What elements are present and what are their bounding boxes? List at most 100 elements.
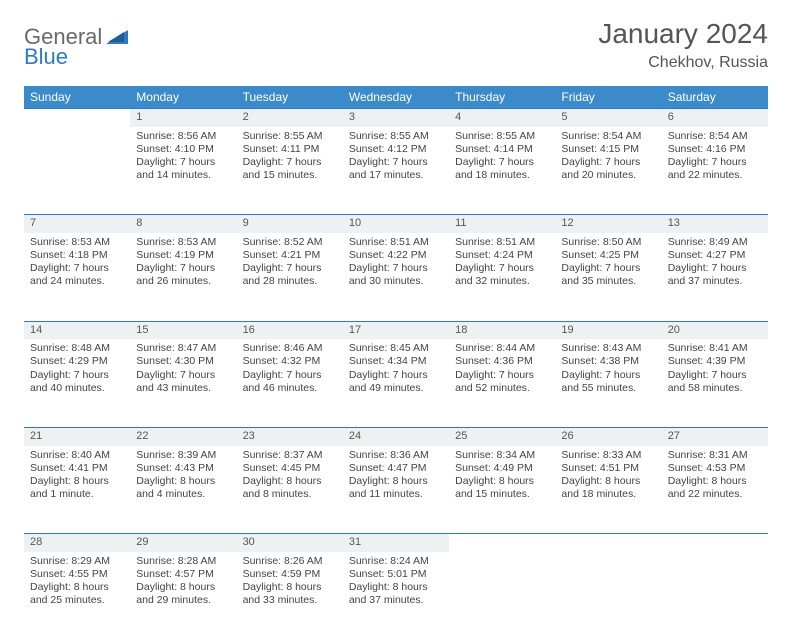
day-cell: Sunrise: 8:49 AMSunset: 4:27 PMDaylight:…: [662, 233, 768, 321]
day-cell-line: Sunset: 4:29 PM: [30, 355, 124, 368]
day-cell: Sunrise: 8:48 AMSunset: 4:29 PMDaylight:…: [24, 339, 130, 427]
day-cell: Sunrise: 8:44 AMSunset: 4:36 PMDaylight:…: [449, 339, 555, 427]
day-cell-line: Sunset: 4:12 PM: [349, 143, 443, 156]
day-cell-line: Sunset: 4:15 PM: [561, 143, 655, 156]
day-cell-line: and 37 minutes.: [668, 275, 762, 288]
day-number: 29: [130, 534, 236, 552]
day-cell-line: Daylight: 8 hours: [136, 581, 230, 594]
day-number: 13: [662, 215, 768, 233]
day-cell-line: Sunrise: 8:36 AM: [349, 449, 443, 462]
day-cell-line: Sunrise: 8:39 AM: [136, 449, 230, 462]
day-cell-line: Daylight: 7 hours: [455, 156, 549, 169]
day-cell: Sunrise: 8:55 AMSunset: 4:14 PMDaylight:…: [449, 127, 555, 215]
day-cell-line: Sunset: 4:39 PM: [668, 355, 762, 368]
day-cell-line: Daylight: 7 hours: [561, 156, 655, 169]
day-cell-line: Sunset: 4:38 PM: [561, 355, 655, 368]
day-number: 22: [130, 427, 236, 445]
page-subtitle: Chekhov, Russia: [598, 54, 768, 72]
day-cell-line: Sunrise: 8:41 AM: [668, 342, 762, 355]
day-cell-line: Sunrise: 8:26 AM: [243, 555, 337, 568]
day-number: 28: [24, 534, 130, 552]
day-content-row: Sunrise: 8:48 AMSunset: 4:29 PMDaylight:…: [24, 339, 768, 427]
day-cell-line: and 26 minutes.: [136, 275, 230, 288]
day-number: 10: [343, 215, 449, 233]
day-cell: Sunrise: 8:53 AMSunset: 4:18 PMDaylight:…: [24, 233, 130, 321]
day-cell-line: Daylight: 7 hours: [349, 156, 443, 169]
day-cell-line: Daylight: 7 hours: [136, 156, 230, 169]
day-cell-line: and 55 minutes.: [561, 382, 655, 395]
day-cell-line: Sunset: 4:22 PM: [349, 249, 443, 262]
day-cell: Sunrise: 8:31 AMSunset: 4:53 PMDaylight:…: [662, 446, 768, 534]
day-number-row: 28293031: [24, 534, 768, 552]
day-cell-line: Daylight: 7 hours: [668, 156, 762, 169]
day-number: 4: [449, 109, 555, 127]
day-number: 24: [343, 427, 449, 445]
day-cell-line: Sunrise: 8:46 AM: [243, 342, 337, 355]
day-number: 31: [343, 534, 449, 552]
day-cell-line: Daylight: 8 hours: [30, 581, 124, 594]
day-cell-line: Sunrise: 8:28 AM: [136, 555, 230, 568]
day-cell: Sunrise: 8:50 AMSunset: 4:25 PMDaylight:…: [555, 233, 661, 321]
day-cell-line: Sunrise: 8:43 AM: [561, 342, 655, 355]
title-block: January 2024 Chekhov, Russia: [598, 18, 768, 72]
day-cell-line: Daylight: 7 hours: [30, 369, 124, 382]
day-cell-line: Sunset: 5:01 PM: [349, 568, 443, 581]
day-number: 20: [662, 321, 768, 339]
day-cell: Sunrise: 8:37 AMSunset: 4:45 PMDaylight:…: [237, 446, 343, 534]
day-cell-line: Daylight: 7 hours: [455, 369, 549, 382]
day-cell-line: Sunrise: 8:37 AM: [243, 449, 337, 462]
day-cell-line: Daylight: 7 hours: [349, 262, 443, 275]
day-cell-line: Daylight: 7 hours: [30, 262, 124, 275]
day-cell: Sunrise: 8:29 AMSunset: 4:55 PMDaylight:…: [24, 552, 130, 640]
day-cell-line: Sunset: 4:59 PM: [243, 568, 337, 581]
day-cell-line: Daylight: 8 hours: [349, 581, 443, 594]
day-cell-line: Daylight: 8 hours: [668, 475, 762, 488]
day-cell-line: and 32 minutes.: [455, 275, 549, 288]
day-cell: Sunrise: 8:43 AMSunset: 4:38 PMDaylight:…: [555, 339, 661, 427]
day-cell-line: and 58 minutes.: [668, 382, 762, 395]
day-cell: Sunrise: 8:55 AMSunset: 4:12 PMDaylight:…: [343, 127, 449, 215]
day-cell-line: Sunset: 4:45 PM: [243, 462, 337, 475]
day-cell-line: Sunset: 4:21 PM: [243, 249, 337, 262]
day-cell-line: Sunset: 4:55 PM: [30, 568, 124, 581]
day-number-row: 14151617181920: [24, 321, 768, 339]
day-cell-line: and 35 minutes.: [561, 275, 655, 288]
day-cell-line: and 1 minute.: [30, 488, 124, 501]
day-number: [24, 109, 130, 127]
day-cell-line: Sunrise: 8:33 AM: [561, 449, 655, 462]
day-cell-line: Sunset: 4:30 PM: [136, 355, 230, 368]
day-cell-line: Sunrise: 8:40 AM: [30, 449, 124, 462]
day-cell-line: Sunset: 4:41 PM: [30, 462, 124, 475]
day-number-row: 123456: [24, 109, 768, 127]
day-cell: Sunrise: 8:41 AMSunset: 4:39 PMDaylight:…: [662, 339, 768, 427]
day-header: Thursday: [449, 86, 555, 109]
day-number: 6: [662, 109, 768, 127]
day-cell: Sunrise: 8:47 AMSunset: 4:30 PMDaylight:…: [130, 339, 236, 427]
day-cell-line: Sunset: 4:25 PM: [561, 249, 655, 262]
day-number: [449, 534, 555, 552]
day-content-row: Sunrise: 8:56 AMSunset: 4:10 PMDaylight:…: [24, 127, 768, 215]
day-cell-line: Sunrise: 8:54 AM: [561, 130, 655, 143]
day-cell-line: Sunset: 4:24 PM: [455, 249, 549, 262]
day-number: 26: [555, 427, 661, 445]
day-cell-line: and 40 minutes.: [30, 382, 124, 395]
day-cell: Sunrise: 8:53 AMSunset: 4:19 PMDaylight:…: [130, 233, 236, 321]
day-cell-line: Sunrise: 8:52 AM: [243, 236, 337, 249]
day-cell: [449, 552, 555, 640]
day-number: 14: [24, 321, 130, 339]
day-cell-line: Sunset: 4:43 PM: [136, 462, 230, 475]
day-header: Monday: [130, 86, 236, 109]
day-cell: Sunrise: 8:51 AMSunset: 4:22 PMDaylight:…: [343, 233, 449, 321]
day-cell-line: Daylight: 7 hours: [349, 369, 443, 382]
day-number: 27: [662, 427, 768, 445]
brand-part2: Blue: [24, 44, 68, 70]
day-cell-line: and 46 minutes.: [243, 382, 337, 395]
day-cell: Sunrise: 8:28 AMSunset: 4:57 PMDaylight:…: [130, 552, 236, 640]
day-cell-line: and 52 minutes.: [455, 382, 549, 395]
day-cell-line: and 37 minutes.: [349, 594, 443, 607]
day-cell-line: Sunrise: 8:45 AM: [349, 342, 443, 355]
day-cell-line: Daylight: 8 hours: [30, 475, 124, 488]
day-number: 8: [130, 215, 236, 233]
day-cell: Sunrise: 8:54 AMSunset: 4:15 PMDaylight:…: [555, 127, 661, 215]
day-cell-line: Sunset: 4:18 PM: [30, 249, 124, 262]
